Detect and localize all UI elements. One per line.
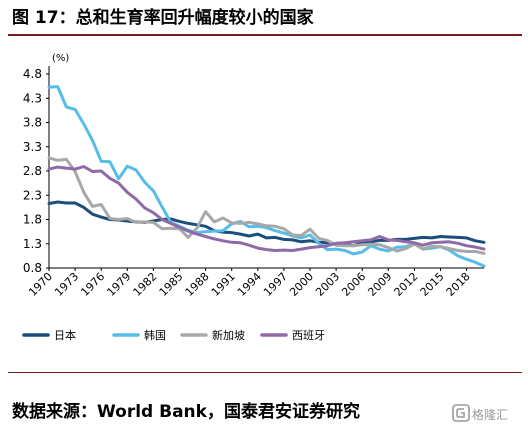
y-tick-label: 1.8 <box>23 213 42 227</box>
source-divider <box>8 372 522 373</box>
x-tick-label: 1988 <box>183 270 212 299</box>
watermark-icon <box>452 404 470 422</box>
series-line-1 <box>47 200 486 248</box>
x-tick-label: 1991 <box>209 270 238 299</box>
x-tick-label: 2009 <box>365 270 394 299</box>
line-chart: (%)0.81.31.82.32.83.33.84.34.81970197319… <box>22 53 486 342</box>
y-tick-label: 2.8 <box>23 164 42 178</box>
y-unit-label: (%) <box>52 53 69 64</box>
watermark-logo: 格隆汇 <box>452 404 524 426</box>
x-tick-label: 2003 <box>313 270 342 299</box>
x-tick-label: 2012 <box>392 270 421 299</box>
legend-label: 西班牙 <box>292 329 325 342</box>
x-tick-label: 2006 <box>339 270 368 299</box>
series-line-4 <box>47 165 486 252</box>
x-tick-label: 1973 <box>52 270 81 299</box>
chart-legend: 日本 韩国 新加坡 西班牙 <box>22 328 325 342</box>
y-tick-label: 2.3 <box>23 188 42 202</box>
legend-label: 日本 <box>54 328 76 342</box>
x-tick-label: 2000 <box>287 270 316 299</box>
y-tick-label: 3.8 <box>23 116 42 130</box>
source-note: 数据来源：World Bank，国泰君安证券研究 <box>12 402 360 422</box>
title-divider <box>8 34 522 36</box>
x-tick-label: 1979 <box>104 270 133 299</box>
y-tick-label: 4.8 <box>23 67 42 81</box>
x-tick-label: 1985 <box>157 270 186 299</box>
x-tick-label: 2018 <box>444 270 473 299</box>
legend-label: 新加坡 <box>212 328 245 342</box>
x-tick-label: 1976 <box>78 270 107 299</box>
x-tick-label: 1982 <box>131 270 160 299</box>
series-layer <box>47 85 486 268</box>
y-tick-label: 3.3 <box>23 140 42 154</box>
x-tick-label: 1997 <box>261 270 290 299</box>
y-tick-label: 4.3 <box>23 91 42 105</box>
y-tick-label: 1.3 <box>23 237 42 251</box>
y-tick-label: 0.8 <box>23 261 42 275</box>
x-tick-label: 1994 <box>235 270 264 299</box>
legend-label: 韩国 <box>144 328 166 342</box>
chart-axes: (%)0.81.31.82.32.83.33.84.34.81970197319… <box>23 53 484 299</box>
figure-title: 图 17：总和生育率回升幅度较小的国家 <box>12 8 314 28</box>
series-line-3 <box>47 156 486 255</box>
watermark-text: 格隆汇 <box>472 408 509 422</box>
x-tick-label: 2015 <box>418 270 447 299</box>
